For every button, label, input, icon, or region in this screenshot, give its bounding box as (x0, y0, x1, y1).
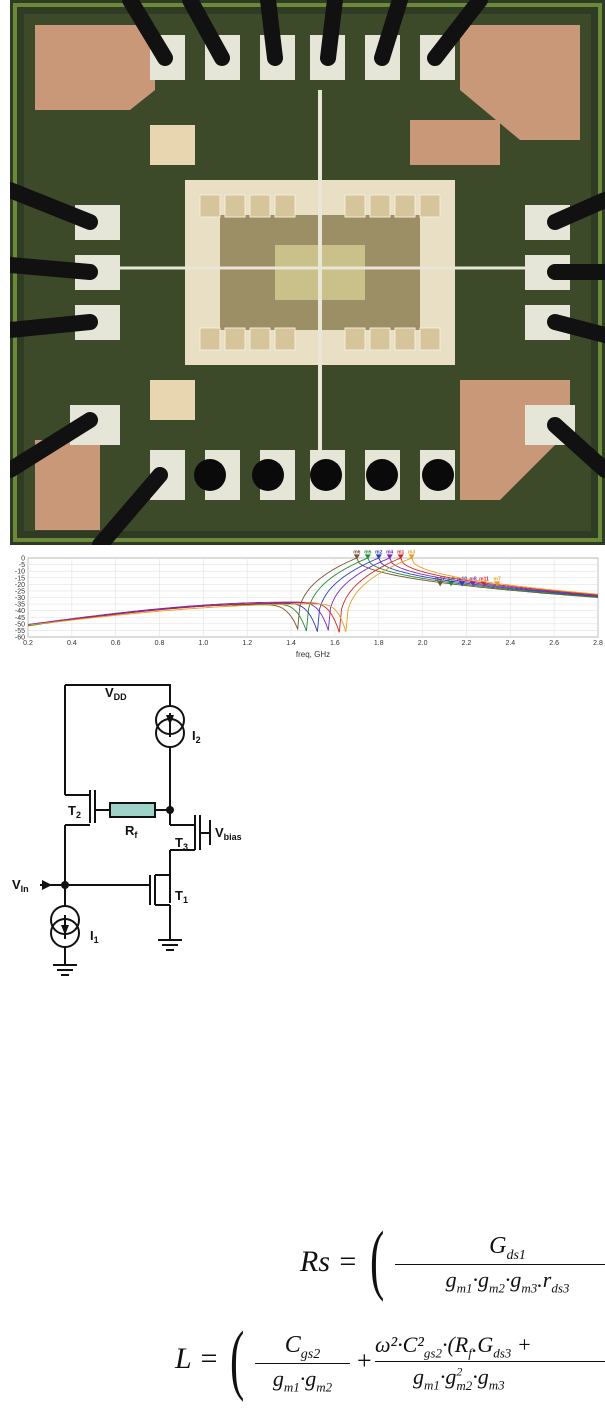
marker-top-5 (397, 554, 404, 560)
logo-block (410, 120, 500, 165)
marker-top-6 (408, 554, 415, 560)
y-tick-label: -5 (19, 562, 25, 569)
x-tick-label: 2.2 (462, 640, 472, 647)
rs-denominator: gm1·gm2·gm3.rds3 (395, 1263, 605, 1296)
y-tick-label: -20 (15, 582, 25, 589)
y-tick-label: -40 (15, 608, 25, 615)
marker-mid-4 (470, 581, 477, 587)
x-tick-label: 1.0 (199, 640, 209, 647)
vdd-label: VDD (105, 685, 127, 702)
chip-die-photo (10, 0, 605, 545)
x-tick-label: 2.8 (593, 640, 603, 647)
sparam-chart: 0.2 0.4 0.6 0.8 1.0 1.2 1.4 1.6 1.8 2.0 2.2 2.4 2.6 2… (15, 550, 603, 659)
marker-mid-1 (437, 581, 444, 587)
y-tick-label: -10 (15, 569, 25, 576)
l-paren: ( (230, 1315, 245, 1402)
marker-top-4 (386, 554, 393, 560)
x-tick-label: 0.2 (23, 640, 33, 647)
marker-top-label: m2 (375, 550, 382, 555)
l-plus: + (357, 1346, 372, 1375)
i2-label: I2 (192, 728, 201, 745)
l-fraction-1: Cgs2 gm1·gm2 (255, 1332, 350, 1395)
rs-equation: Rs = ( Gds1 gm1·gm2·gm3.rds3 (300, 1220, 605, 1300)
x-tick-label: 0.4 (67, 640, 77, 647)
x-tick-label: 2.0 (418, 640, 428, 647)
rf-label: Rf (125, 823, 138, 840)
x-tick-label: 2.4 (505, 640, 515, 647)
marker-mid-3 (459, 581, 466, 587)
t1-label: T1 (175, 888, 188, 905)
y-tick-label: -60 (15, 635, 25, 642)
t3-label: T3 (175, 835, 188, 852)
cap-block-b (150, 380, 195, 420)
y-tick-label: -50 (15, 621, 25, 628)
y-tick-label: -55 (15, 628, 25, 635)
marker-mid-5 (481, 581, 487, 587)
marker-top-label: m3 (408, 550, 415, 555)
x-tick-label: 0.8 (155, 640, 165, 647)
rs-lhs: Rs = (300, 1245, 358, 1278)
y-tick-label: -30 (15, 595, 25, 602)
y-tick-label: -35 (15, 602, 25, 609)
x-tick-label: 1.2 (242, 640, 252, 647)
marker-top-label: m4 (386, 550, 393, 555)
marker-top-3 (375, 554, 382, 560)
marker-top-2 (364, 554, 371, 560)
vin-label: VIn (12, 877, 29, 894)
rs-numerator: Gds1 (489, 1233, 526, 1263)
series-line-5 (27, 557, 599, 633)
x-tick-label: 1.6 (330, 640, 340, 647)
cap-block-a (150, 125, 195, 165)
rs-fraction: Gds1 gm1·gm2·gm3.rds3 (395, 1233, 605, 1296)
series-line-3 (27, 557, 599, 632)
x-tick-label: 2.6 (549, 640, 559, 647)
x-tick-label: 1.8 (374, 640, 384, 647)
x-tick-label: 0.6 (111, 640, 121, 647)
l-fraction-2: ω²·C²gs2·(Rf.Gds3 + gm1·g2m2·gm3 (375, 1332, 605, 1394)
marker-mid-label: m8 (469, 576, 476, 582)
marker-top-label: m1 (397, 550, 404, 555)
y-tick-label: -45 (15, 615, 25, 622)
marker-mid-label: m7 (494, 576, 501, 582)
vbias-label: Vbias (215, 825, 242, 842)
t2-label: T2 (68, 803, 81, 820)
lna-schematic: VDD I2 T2 Rf T3 Vbias VIn T1 I1 (12, 684, 242, 976)
copper-region-bl (35, 440, 100, 530)
marker-mid-label: m10 (457, 576, 467, 582)
series-line-4 (27, 557, 599, 631)
series-line-6 (27, 557, 599, 632)
marker-top-1 (353, 554, 360, 560)
y-tick-label: -15 (15, 575, 25, 582)
y-tick-label: -25 (15, 588, 25, 595)
marker-top-label: m6 (353, 550, 360, 555)
marker-mid-label: m11 (479, 576, 489, 582)
l-equation: L = ( Cgs2 gm1·gm2 + ω²·C²gs2·(Rf.Gds3 +… (175, 1320, 605, 1405)
copper-region-tl (35, 25, 155, 110)
rf-resistor (109, 802, 156, 818)
l-lhs: L = (175, 1342, 219, 1375)
i1-label: I1 (90, 928, 99, 945)
y-tick-label: 0 (21, 556, 25, 563)
rs-paren: ( (370, 1215, 385, 1302)
marker-top-label: m5 (364, 550, 371, 555)
x-axis-title: freq, GHz (296, 650, 330, 659)
marker-mid-2 (448, 581, 455, 587)
copper-region-tr (460, 25, 580, 140)
marker-mid-6 (494, 581, 501, 587)
x-tick-label: 1.4 (286, 640, 296, 647)
